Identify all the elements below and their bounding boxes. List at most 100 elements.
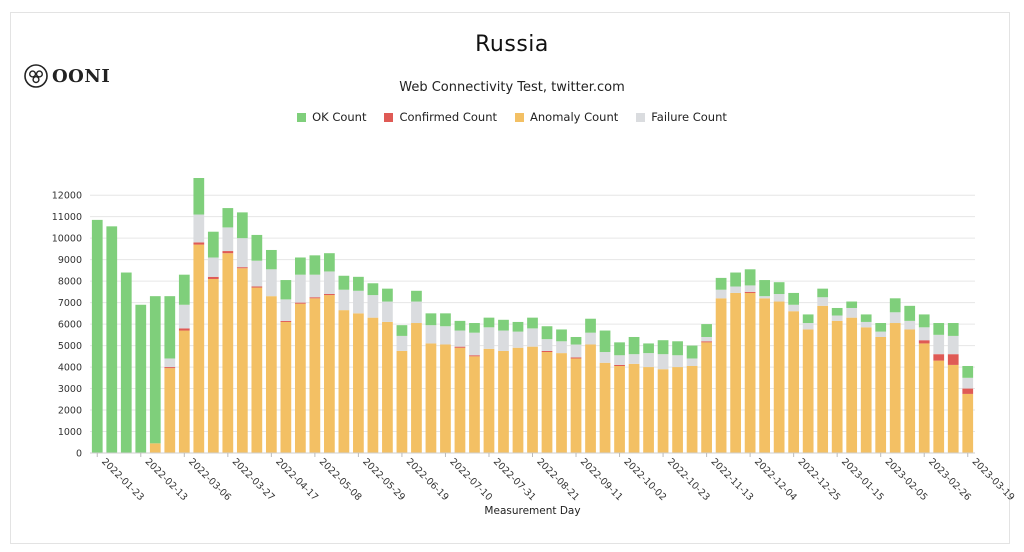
bar-segment-failure[interactable] [178,304,190,329]
bar-segment-anomaly[interactable] [643,367,654,453]
bar-segment-failure[interactable] [904,320,916,330]
bar-segment-anomaly[interactable] [498,350,509,453]
bar-segment-confirmed[interactable] [454,346,466,348]
bar-segment-failure[interactable] [207,257,219,277]
bar-segment-failure[interactable] [918,327,930,341]
bar-segment-ok[interactable] [701,324,712,337]
bar-segment-anomaly[interactable] [773,301,785,453]
bar-segment-failure[interactable] [265,269,277,297]
bar-segment-failure[interactable] [353,290,364,314]
legend-item-ok[interactable]: OK Count [297,110,366,124]
bar-segment-confirmed[interactable] [933,354,945,361]
bar-segment-failure[interactable] [512,331,524,348]
bar-segment-ok[interactable] [382,288,393,302]
bar-segment-anomaly[interactable] [193,244,205,453]
bar-segment-anomaly[interactable] [686,365,698,453]
bar-segment-failure[interactable] [367,295,379,318]
bar-segment-failure[interactable] [324,271,335,295]
bar-segment-ok[interactable] [860,314,872,322]
bar-segment-failure[interactable] [236,238,248,268]
bar-segment-failure[interactable] [846,307,858,318]
bar-segment-ok[interactable] [265,249,277,270]
legend-item-confirmed[interactable]: Confirmed Count [384,110,497,124]
bar-segment-anomaly[interactable] [933,360,945,453]
bar-segment-failure[interactable] [222,227,234,252]
bar-segment-ok[interactable] [643,343,654,354]
bar-segment-anomaly[interactable] [338,310,350,453]
bar-segment-confirmed[interactable] [918,340,930,344]
bar-segment-ok[interactable] [178,274,190,305]
bar-segment-ok[interactable] [527,317,538,329]
bar-segment-failure[interactable] [483,327,495,349]
bar-segment-failure[interactable] [541,339,553,351]
bar-segment-anomaly[interactable] [541,352,553,453]
bar-segment-failure[interactable] [570,344,582,358]
bar-segment-ok[interactable] [802,314,814,324]
bar-segment-ok[interactable] [135,304,147,453]
bar-segment-anomaly[interactable] [149,443,161,453]
bar-segment-anomaly[interactable] [425,343,437,453]
bar-segment-anomaly[interactable] [469,356,480,453]
bar-segment-anomaly[interactable] [715,298,727,453]
bar-segment-confirmed[interactable] [701,341,712,343]
bar-segment-ok[interactable] [788,292,800,305]
bar-segment-ok[interactable] [657,340,669,355]
bar-segment-ok[interactable] [338,275,350,290]
legend-item-anomaly[interactable]: Anomaly Count [515,110,618,124]
bar-segment-confirmed[interactable] [251,286,263,288]
bar-segment-ok[interactable] [947,323,959,336]
bar-segment-anomaly[interactable] [730,292,741,453]
bar-segment-confirmed[interactable] [469,355,480,357]
bar-segment-failure[interactable] [643,353,654,368]
bar-segment-anomaly[interactable] [382,321,393,453]
bar-segment-ok[interactable] [236,212,248,239]
bar-segment-anomaly[interactable] [512,347,524,453]
bar-segment-failure[interactable] [860,321,872,328]
bar-segment-ok[interactable] [193,178,205,215]
bar-segment-failure[interactable] [193,214,205,243]
bar-segment-ok[interactable] [280,280,292,300]
bar-segment-confirmed[interactable] [207,276,219,279]
bar-segment-anomaly[interactable] [802,329,814,453]
bar-segment-ok[interactable] [628,336,640,355]
bar-segment-anomaly[interactable] [672,367,683,453]
bar-segment-ok[interactable] [585,318,596,333]
bar-segment-failure[interactable] [295,274,306,303]
bar-segment-ok[interactable] [889,298,901,313]
bar-segment-anomaly[interactable] [178,330,190,453]
bar-segment-failure[interactable] [730,286,741,293]
bar-segment-anomaly[interactable] [324,295,335,453]
bar-segment-anomaly[interactable] [701,342,712,453]
bar-segment-failure[interactable] [251,260,263,287]
bar-segment-failure[interactable] [715,289,727,299]
bar-segment-anomaly[interactable] [280,321,292,453]
bar-segment-failure[interactable] [962,377,974,389]
bar-segment-failure[interactable] [628,354,640,364]
bar-segment-anomaly[interactable] [207,278,219,453]
bar-segment-anomaly[interactable] [585,344,596,453]
bar-segment-ok[interactable] [556,329,567,342]
bar-segment-anomaly[interactable] [295,303,306,453]
bar-segment-ok[interactable] [309,255,321,275]
bar-segment-anomaly[interactable] [570,358,582,453]
bar-segment-ok[interactable] [396,325,408,336]
bar-segment-anomaly[interactable] [309,298,321,453]
bar-segment-confirmed[interactable] [295,302,306,304]
bar-segment-confirmed[interactable] [222,251,234,254]
bar-segment-anomaly[interactable] [889,323,901,453]
bar-segment-failure[interactable] [338,289,350,311]
bar-segment-anomaly[interactable] [904,329,916,453]
bar-segment-failure[interactable] [556,341,567,354]
bar-segment-failure[interactable] [701,336,712,342]
bar-segment-anomaly[interactable] [454,347,466,453]
bar-segment-confirmed[interactable] [236,267,248,269]
bar-segment-anomaly[interactable] [527,346,538,453]
bar-segment-failure[interactable] [875,331,887,337]
bar-segment-ok[interactable] [933,323,945,335]
bar-segment-anomaly[interactable] [396,350,408,453]
bar-segment-failure[interactable] [599,352,611,363]
bar-segment-ok[interactable] [614,342,625,356]
bar-segment-failure[interactable] [382,301,393,322]
bar-segment-confirmed[interactable] [324,294,335,296]
bar-segment-failure[interactable] [425,325,437,344]
